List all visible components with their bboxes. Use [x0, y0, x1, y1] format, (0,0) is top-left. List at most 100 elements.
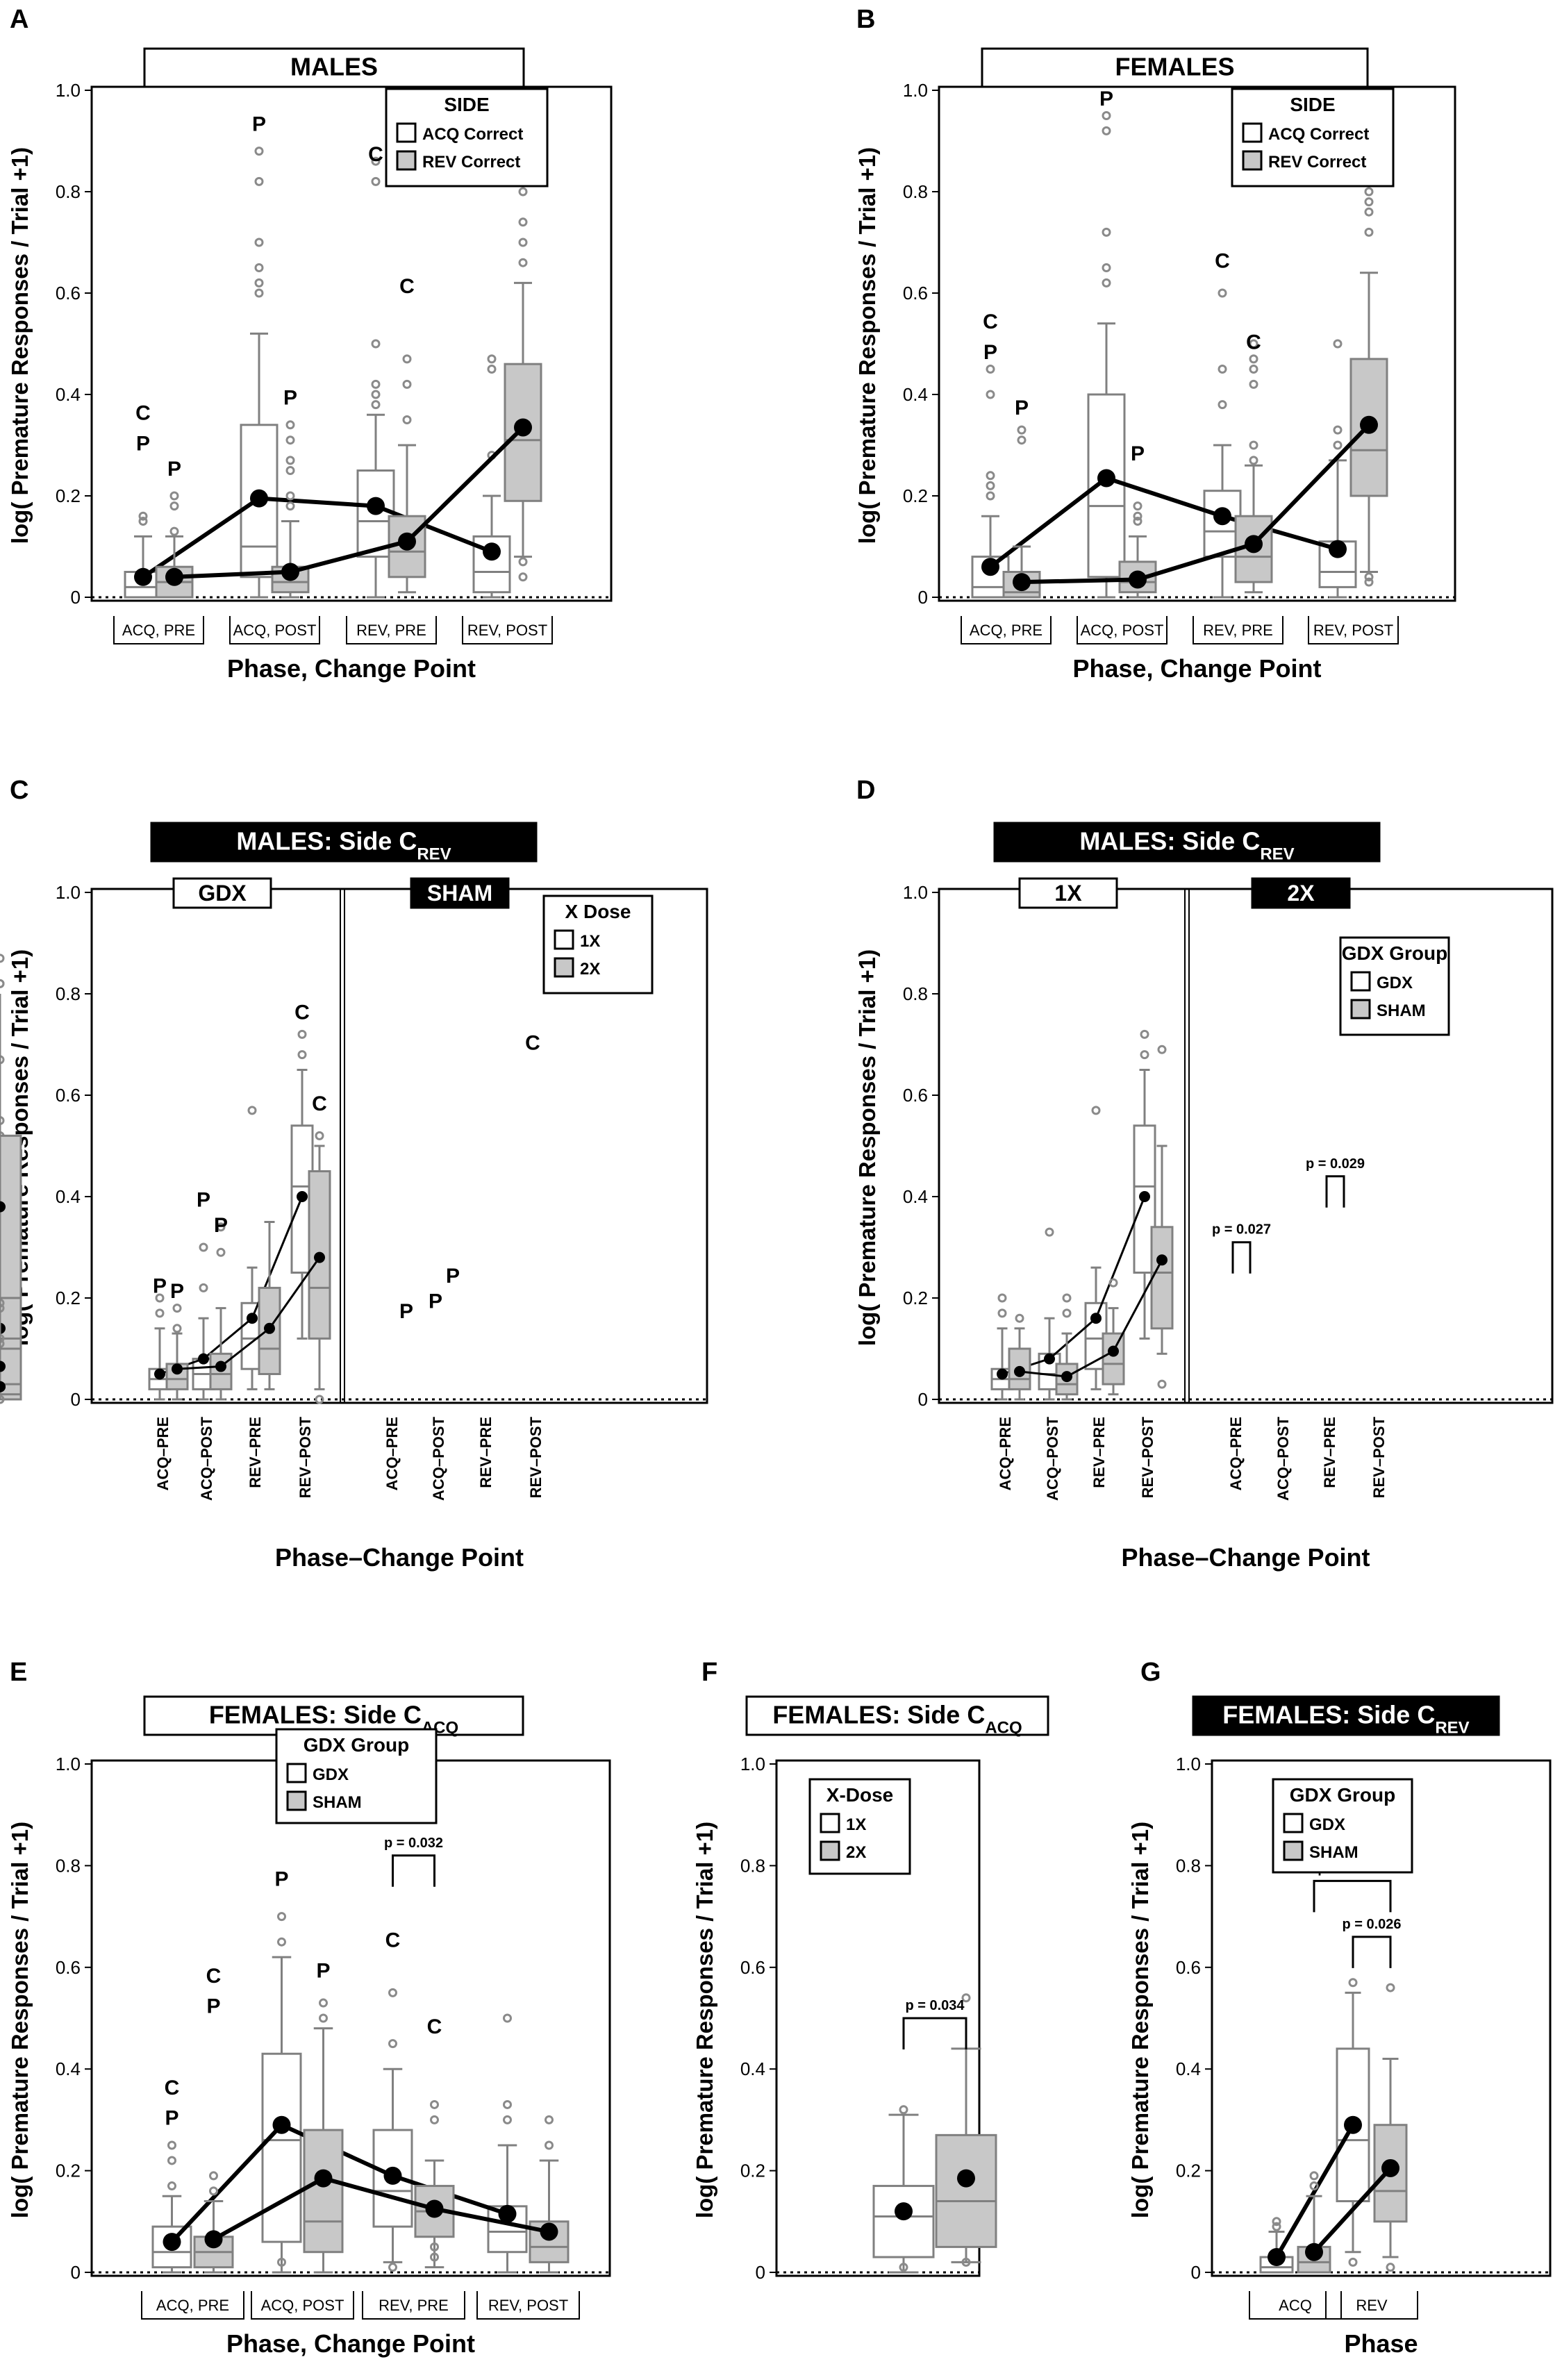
- outlier-point: [518, 258, 528, 267]
- outlier-point: [1062, 1293, 1072, 1303]
- mean-point: [1344, 2115, 1362, 2134]
- significance-bracket: [1313, 1879, 1392, 1913]
- x-category-bracket: [1325, 2291, 1418, 2320]
- legend-swatch: [1350, 971, 1371, 992]
- x-tick-label: REV, POST: [1313, 622, 1393, 639]
- y-tick-label: 0.4: [740, 2058, 765, 2079]
- x-tick-label: REV–POST: [527, 1416, 545, 1498]
- significance-letter: C: [312, 1092, 327, 1115]
- y-axis-label: log( Premature Responses / Trial +1): [7, 1822, 33, 2218]
- significance-letter: C: [206, 1965, 222, 1988]
- outlier-point: [1364, 197, 1374, 207]
- outlier-point: [518, 217, 528, 227]
- y-tick-label: 0: [71, 2262, 81, 2283]
- y-axis-label: log( Premature Responses / Trial +1): [7, 147, 33, 544]
- x-tick-label: ACQ, POST: [233, 622, 317, 639]
- x-tick-label: ACQ–POST: [430, 1416, 447, 1501]
- legend-title: GDX Group: [1342, 942, 1447, 964]
- y-tick-label: 0: [1191, 2262, 1201, 2283]
- outlier-point: [285, 420, 295, 430]
- outlier-point: [167, 2140, 176, 2150]
- box: [872, 2185, 935, 2258]
- outlier-point: [1133, 517, 1143, 526]
- mean-point: [154, 1368, 165, 1380]
- y-tick-label: 1.0: [903, 80, 928, 101]
- p-value-label: p = 0.026: [1342, 1917, 1401, 1932]
- mean-point: [997, 1368, 1008, 1380]
- legend-swatch: [1350, 999, 1371, 1020]
- outlier-point: [199, 1283, 208, 1292]
- legend-swatch: [396, 122, 417, 143]
- y-tick-label: 1.0: [903, 882, 928, 903]
- mean-point: [1381, 2158, 1399, 2177]
- outlier-point: [986, 491, 995, 501]
- outlier-point: [997, 1293, 1007, 1303]
- legend-swatch: [554, 957, 574, 978]
- mean-point: [281, 563, 299, 581]
- mean-point: [198, 1353, 209, 1365]
- mean-point: [1061, 1371, 1072, 1383]
- panel-title-box: [745, 1695, 1049, 1736]
- outlier-point: [1386, 2263, 1395, 2272]
- mean-point: [981, 558, 999, 576]
- panel-title: FEMALES: [1115, 53, 1234, 81]
- significance-letter: P: [1015, 397, 1029, 419]
- outlier-point: [247, 1106, 257, 1115]
- significance-letter: C: [385, 1929, 401, 1952]
- y-axis-label: log( Premature Responses / Trial +1): [692, 1822, 717, 2218]
- x-tick-label: REV, POST: [467, 622, 547, 639]
- significance-letter: C: [294, 1001, 310, 1024]
- significance-letter: P: [252, 113, 266, 135]
- mean-point: [540, 2222, 558, 2241]
- outlier-point: [277, 1912, 286, 1922]
- legend-label: ACQ Correct: [422, 125, 523, 144]
- legend-swatch: [554, 929, 574, 950]
- outlier-point: [0, 1304, 5, 1313]
- y-tick-label: 0.8: [740, 1855, 765, 1876]
- outlier-point: [1102, 278, 1111, 288]
- box: [308, 1170, 331, 1340]
- significance-letter: P: [170, 1280, 184, 1303]
- box: [0, 1134, 22, 1299]
- outlier-point: [315, 1131, 324, 1140]
- x-category-bracket: [476, 2291, 580, 2320]
- outlier-point: [402, 354, 412, 364]
- panel-a: A MALES 0 0.2 0.4 0.6 0.8 1.0 log( Premature Res…: [7, 5, 613, 683]
- y-tick-label: 1.0: [56, 882, 81, 903]
- y-tick-label: 0.2: [1176, 2161, 1201, 2181]
- y-tick-label: 0: [918, 1389, 928, 1410]
- legend-swatch: [396, 150, 417, 171]
- outlier-point: [430, 2099, 439, 2109]
- x-tick-label: ACQ–POST: [1044, 1416, 1061, 1501]
- y-tick-label: 1.0: [1176, 1754, 1201, 1774]
- y-tick-label: 0.6: [903, 283, 928, 303]
- mean-point: [1329, 540, 1347, 558]
- outlier-point: [277, 2257, 286, 2267]
- outlier-point: [518, 572, 528, 582]
- significance-letter: P: [399, 1300, 413, 1323]
- x-category-bracket: [251, 2291, 354, 2320]
- plot-frame: [775, 1759, 981, 2277]
- legend-swatch: [1283, 1813, 1304, 1833]
- mean-point: [1245, 535, 1263, 554]
- outlier-point: [1364, 187, 1374, 197]
- outlier-point: [0, 1339, 5, 1349]
- facet-label-box: [1018, 877, 1118, 909]
- mean-point: [1044, 1353, 1055, 1365]
- x-axis-label: Phase–Change Point: [275, 1543, 524, 1572]
- y-tick-label: 0.6: [56, 283, 81, 303]
- y-tick-label: 0.2: [56, 2161, 81, 2181]
- y-tick-label: 1.0: [56, 80, 81, 101]
- mean-point: [0, 1201, 6, 1213]
- outlier-point: [487, 354, 497, 364]
- mean-point: [1108, 1345, 1119, 1357]
- legend-label: SHAM: [313, 1793, 362, 1812]
- x-tick-label: REV, PRE: [1203, 622, 1273, 639]
- x-tick-label: ACQ–POST: [198, 1416, 215, 1501]
- x-tick-label: REV–POST: [1370, 1416, 1388, 1498]
- significance-letter: C: [165, 2077, 180, 2099]
- outlier-point: [209, 2186, 218, 2196]
- x-tick-label: ACQ, PRE: [122, 622, 195, 639]
- mean-point: [398, 532, 416, 551]
